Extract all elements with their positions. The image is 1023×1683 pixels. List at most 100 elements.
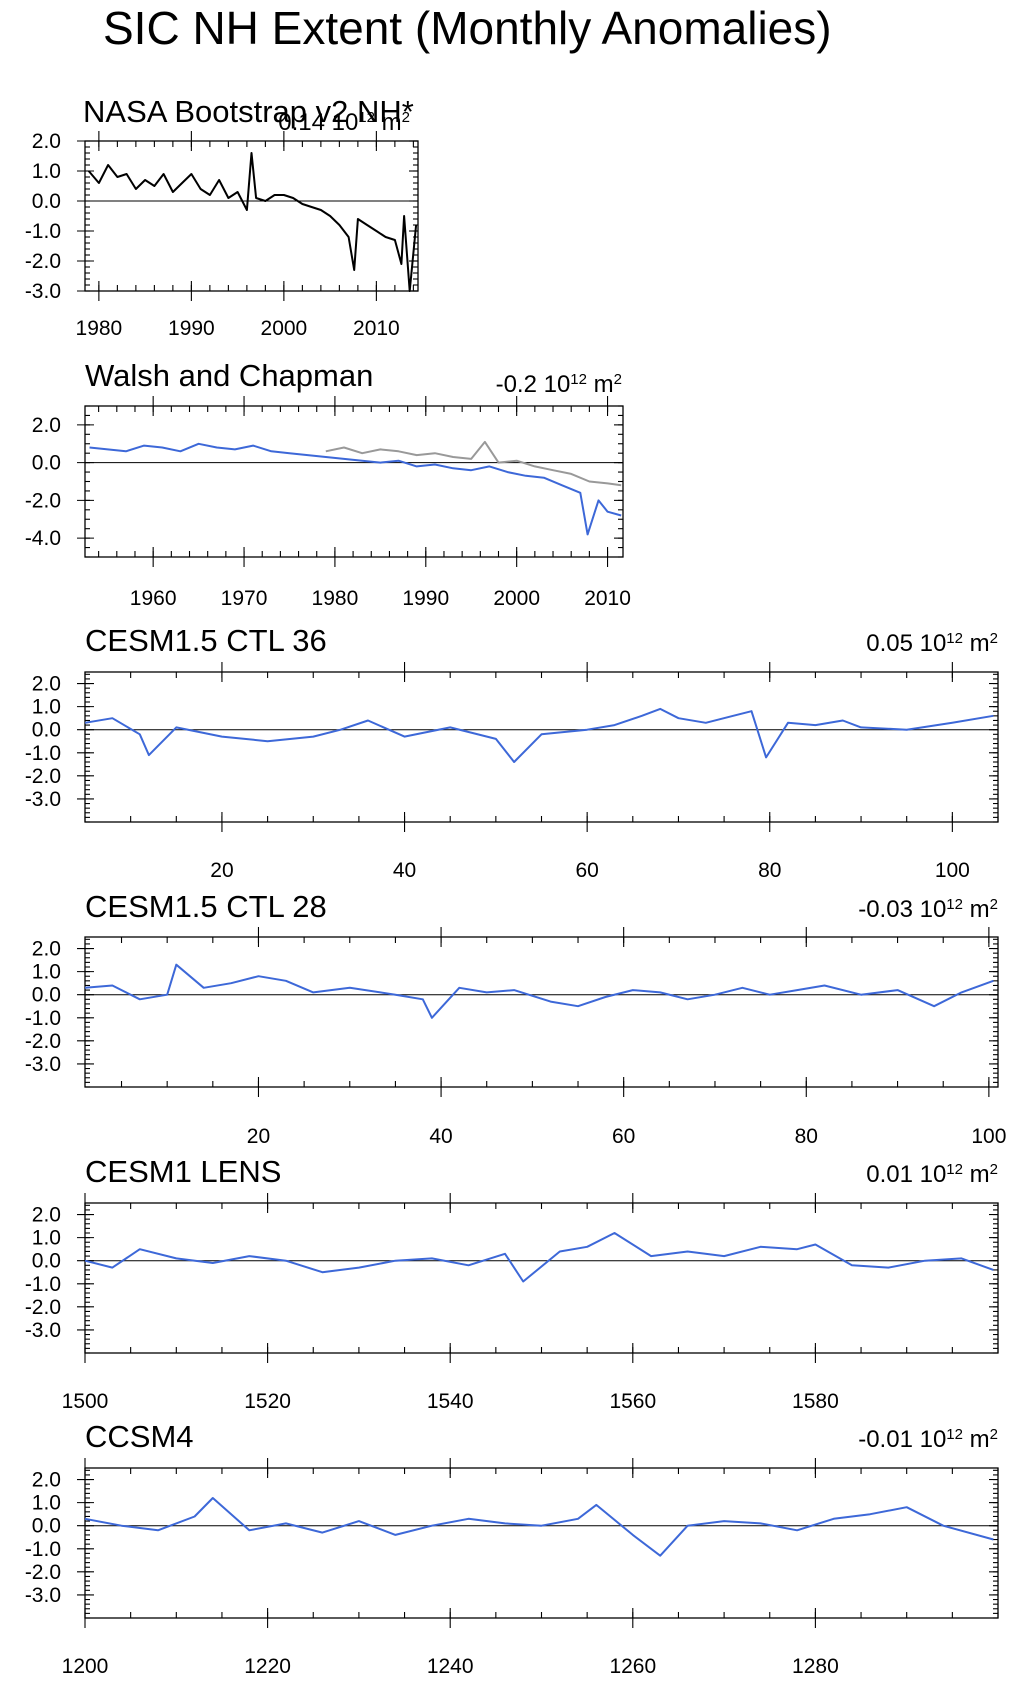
- x-tick-label: 1990: [402, 587, 449, 610]
- mean-text: -0.03 10: [858, 896, 946, 923]
- mean-exponent: 2: [614, 371, 622, 388]
- x-tick-label: 1280: [792, 1655, 839, 1678]
- mean-text: 0.14 10: [278, 109, 358, 136]
- y-tick-label: -3.0: [25, 1584, 61, 1607]
- x-tick-label: 40: [393, 859, 416, 882]
- x-tick-label: 80: [795, 1125, 818, 1148]
- y-tick-label: 0.0: [32, 1515, 61, 1538]
- mean-exponent: 12: [946, 630, 963, 647]
- chart-panel: CESM1 LENS 0.01 1012 m2 2.01.00.0-1.0-2.0-…: [25, 1154, 999, 1413]
- mean-text: 0.05 10: [866, 630, 946, 657]
- x-tick-label: 1970: [221, 587, 268, 610]
- y-tick-label: -1.0: [25, 220, 61, 243]
- mean-text: -0.2 10: [496, 371, 571, 398]
- series-line: [325, 440, 622, 487]
- y-tick-label: -2.0: [25, 1561, 61, 1584]
- mean-text: m: [963, 1161, 990, 1188]
- y-tick-label: 1.0: [32, 961, 61, 984]
- y-tick-label: 0.0: [32, 1250, 61, 1273]
- x-tick-label: 2010: [584, 587, 631, 610]
- mean-annotation: 0.05 1012 m2: [866, 630, 998, 658]
- y-tick-label: -2.0: [25, 765, 61, 788]
- y-tick-label: 0.0: [32, 719, 61, 742]
- y-tick-label: 0.0: [32, 190, 61, 213]
- x-tick-label: 2000: [261, 317, 308, 340]
- mean-annotation: 0.01 1012 m2: [866, 1161, 998, 1189]
- y-tick-label: 1.0: [32, 1492, 61, 1515]
- y-tick-label: 2.0: [32, 414, 61, 437]
- series-line: [84, 1497, 994, 1557]
- x-tick-label: 100: [935, 859, 970, 882]
- series-line: [87, 152, 418, 292]
- y-tick-label: -1.0: [25, 1538, 61, 1561]
- x-tick-label: 80: [758, 859, 781, 882]
- x-tick-label: 60: [612, 1125, 635, 1148]
- mean-text: m: [963, 896, 990, 923]
- y-tick-label: -4.0: [25, 527, 61, 550]
- plot-frame: [84, 405, 624, 558]
- mean-annotation: 0.14 1012 m2: [278, 109, 410, 137]
- chart-panel: Walsh and Chapman -0.2 1012 m2 2.0 0.0 -2.0 -…: [25, 358, 631, 610]
- mean-exponent: 12: [946, 1161, 963, 1178]
- x-tick-label: 60: [575, 859, 598, 882]
- x-tick-label: 1220: [244, 1655, 291, 1678]
- chart-panel: CESM1.5 CTL 28 -0.03 1012 m2 2.01.00.0-1.0…: [25, 889, 1007, 1148]
- plot-frame: [84, 1467, 999, 1619]
- y-tick-label: 2.0: [32, 130, 61, 153]
- y-tick-label: 2.0: [32, 673, 61, 696]
- series-line: [89, 442, 622, 536]
- y-tick-label: 1.0: [32, 1227, 61, 1250]
- y-tick-label: -2.0: [25, 489, 61, 512]
- plot-frame: [84, 671, 999, 823]
- y-tick-label: 2.0: [32, 1204, 61, 1227]
- mean-annotation: -0.2 1012 m2: [496, 371, 622, 399]
- mean-exponent: 12: [946, 896, 963, 913]
- x-tick-label: 2010: [353, 317, 400, 340]
- mean-annotation: -0.01 1012 m2: [858, 1426, 998, 1454]
- panel-title: CCSM4: [85, 1419, 194, 1454]
- y-tick-label: -3.0: [25, 788, 61, 811]
- x-tick-label: 100: [971, 1125, 1006, 1148]
- mean-exponent: 2: [402, 109, 410, 126]
- mean-exponent: 12: [946, 1426, 963, 1443]
- y-tick-label: 2.0: [32, 1469, 61, 1492]
- series-line: [84, 707, 994, 763]
- x-tick-label: 1990: [168, 317, 215, 340]
- mean-exponent: 2: [990, 1161, 998, 1178]
- x-tick-label: 1260: [609, 1655, 656, 1678]
- mean-text: m: [963, 630, 990, 657]
- series-line: [84, 1232, 994, 1283]
- x-tick-label: 1240: [427, 1655, 474, 1678]
- series-line: [84, 963, 994, 1019]
- plot-frame: [84, 936, 999, 1088]
- y-tick-label: -1.0: [25, 742, 61, 765]
- mean-text: m: [587, 371, 614, 398]
- x-tick-label: 1980: [76, 317, 123, 340]
- mean-exponent: 12: [358, 109, 375, 126]
- x-tick-label: 2000: [493, 587, 540, 610]
- y-tick-label: -3.0: [25, 1319, 61, 1342]
- y-tick-label: -2.0: [25, 1296, 61, 1319]
- x-tick-label: 1960: [130, 587, 177, 610]
- y-tick-label: 0.0: [32, 984, 61, 1007]
- chart-panel: CESM1.5 CTL 36 0.05 1012 m22.01.00.0-1.0-…: [25, 623, 999, 882]
- x-tick-label: 1580: [792, 1390, 839, 1413]
- chart-panel: CCSM4 -0.01 1012 m2 2.01.00.0-1.0-2.0-3.0 1…: [25, 1419, 999, 1678]
- y-tick-label: -2.0: [25, 1030, 61, 1053]
- x-tick-label: 1200: [62, 1655, 109, 1678]
- x-tick-label: 1520: [244, 1390, 291, 1413]
- y-tick-label: 1.0: [32, 160, 61, 183]
- x-tick-label: 1980: [312, 587, 359, 610]
- y-tick-label: -3.0: [25, 1053, 61, 1076]
- panel-title: CESM1.5 CTL 28: [85, 889, 327, 924]
- x-tick-label: 20: [210, 859, 233, 882]
- mean-annotation: -0.03 1012 m2: [858, 896, 998, 924]
- y-tick-label: 2.0: [32, 938, 61, 961]
- y-tick-label: -1.0: [25, 1273, 61, 1296]
- mean-exponent: 2: [990, 896, 998, 913]
- y-tick-label: -3.0: [25, 280, 61, 303]
- x-tick-label: 1540: [427, 1390, 474, 1413]
- plot-frame: [84, 1202, 999, 1354]
- panel-title: CESM1.5 CTL 36: [85, 623, 327, 658]
